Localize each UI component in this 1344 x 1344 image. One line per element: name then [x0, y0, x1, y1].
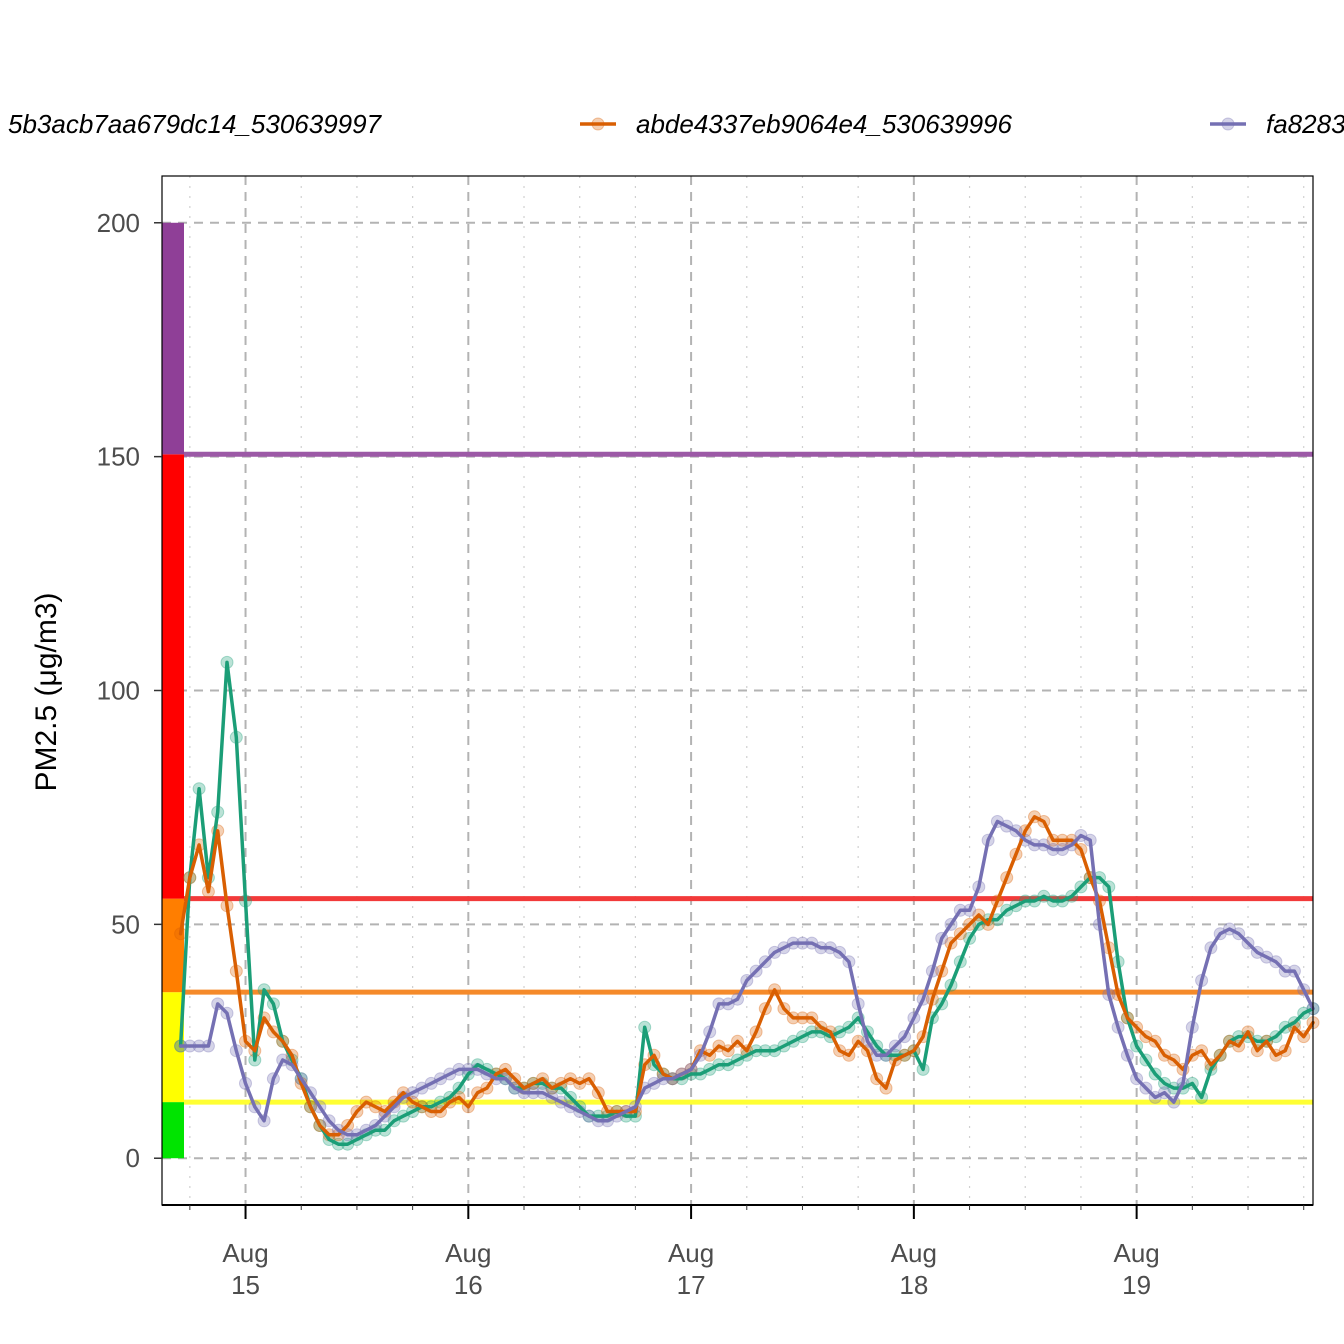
aqi-band	[162, 454, 184, 899]
series-line	[178, 660, 1315, 1146]
legend: 5b3acb7aa679dc14_530639997 abde4337eb9064…	[8, 109, 1344, 139]
x-tick-label-month: Aug	[891, 1238, 937, 1268]
x-tick-label-day: 16	[454, 1270, 483, 1300]
axes	[154, 175, 1314, 1219]
legend-label: fa8283c3f1b7ad54_530639998	[1266, 109, 1344, 139]
aqi-band	[162, 898, 184, 993]
legend-key-point	[1221, 117, 1235, 131]
x-tick-label-month: Aug	[1114, 1238, 1160, 1268]
legend-key-point	[591, 117, 605, 131]
x-tick-label-month: Aug	[668, 1238, 714, 1268]
aqi-band	[162, 1102, 184, 1159]
y-tick-label: 150	[97, 442, 140, 472]
aqi-color-bar	[162, 222, 184, 1159]
x-tick-label-day: 18	[899, 1270, 928, 1300]
series-line	[178, 819, 1315, 1137]
aqi-band	[162, 222, 184, 455]
y-axis-title: PM2.5 (μg/m3)	[30, 593, 63, 792]
x-tick-label-day: 17	[677, 1270, 706, 1300]
legend-label: 5b3acb7aa679dc14_530639997	[8, 109, 383, 139]
x-tick-label-day: 19	[1122, 1270, 1151, 1300]
y-tick-label: 100	[97, 676, 140, 706]
y-tick-label: 200	[97, 208, 140, 238]
legend-label: abde4337eb9064e4_530639996	[636, 109, 1012, 139]
grid-lines	[162, 176, 1313, 1205]
aqi-threshold-lines	[184, 451, 1313, 1105]
y-tick-label: 50	[111, 909, 140, 939]
series-line	[178, 815, 1315, 1137]
x-tick-label-month: Aug	[222, 1238, 268, 1268]
x-tick-label-day: 15	[231, 1270, 260, 1300]
aqi-band	[162, 992, 184, 1103]
y-tick-label: 0	[126, 1143, 140, 1173]
y-tick-labels: 0 50 100 150 200	[97, 208, 140, 1173]
x-tick-label-month: Aug	[445, 1238, 491, 1268]
series-lines	[178, 660, 1315, 1146]
